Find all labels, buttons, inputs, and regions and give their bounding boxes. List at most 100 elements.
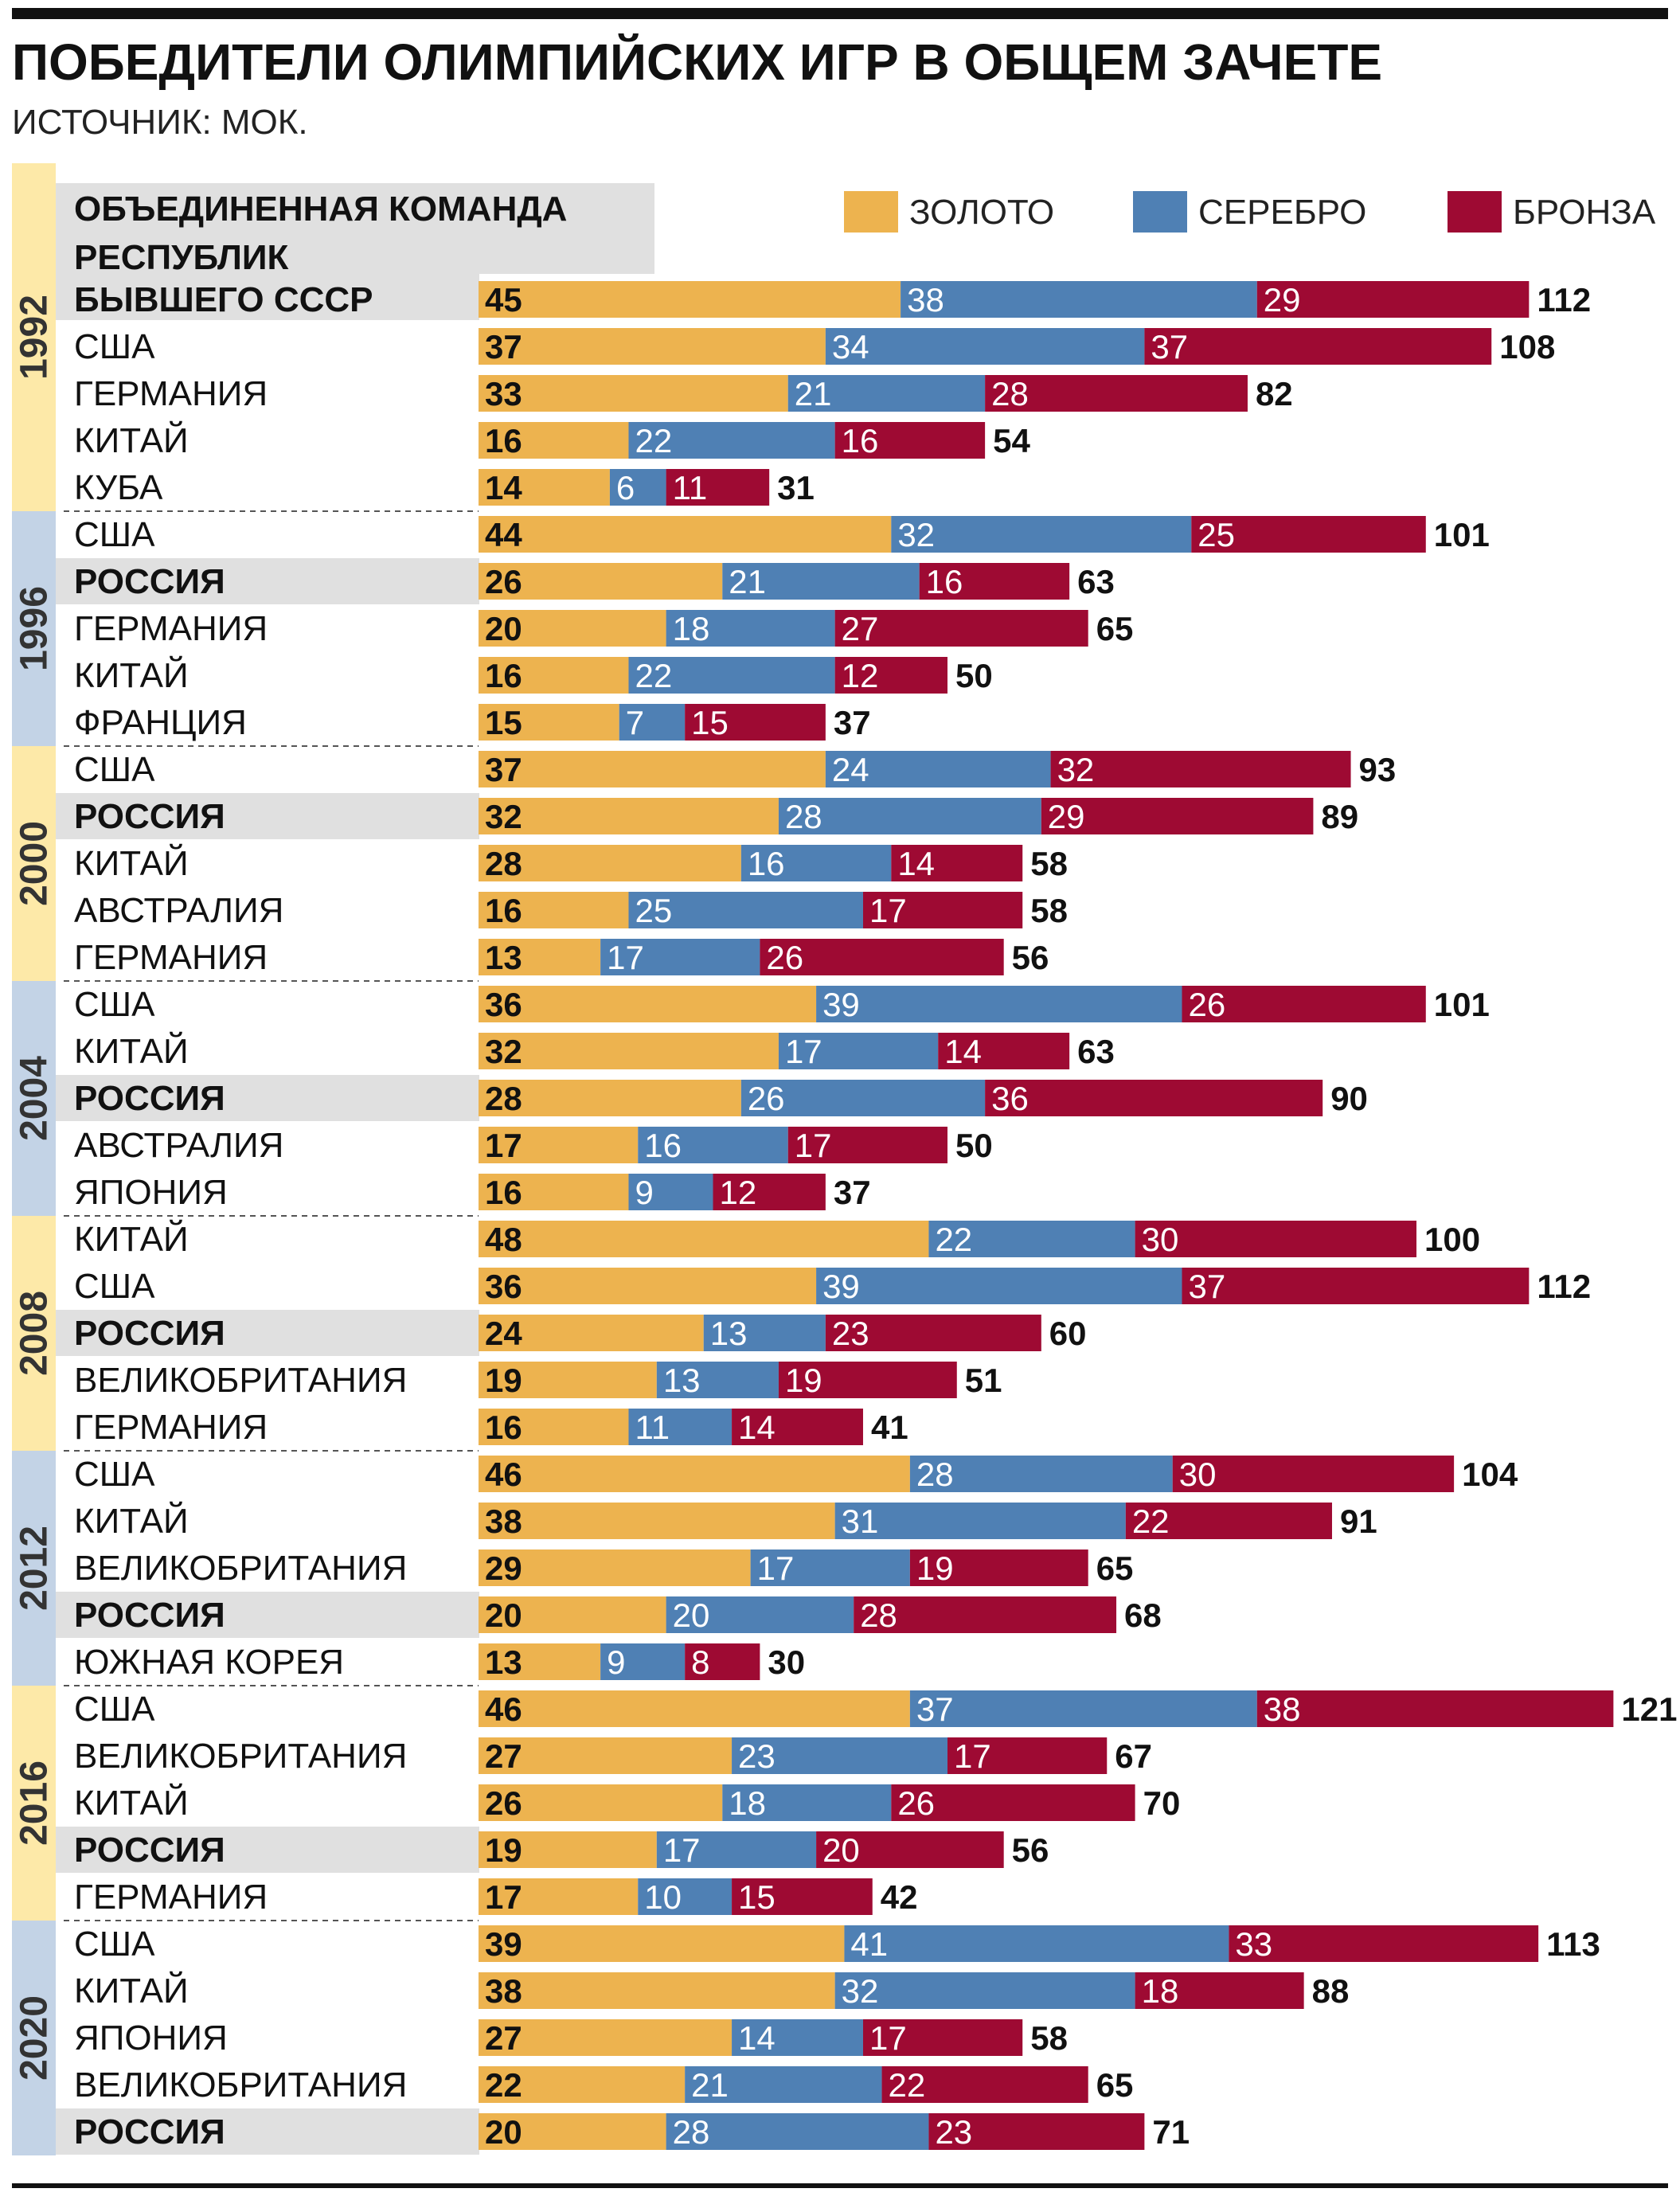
gold-bar-label: 32	[485, 1033, 522, 1070]
year-band	[12, 1216, 56, 1451]
gold-bar-label: 46	[485, 1456, 522, 1493]
gold-bar	[479, 1174, 629, 1210]
silver-bar	[609, 469, 666, 506]
gold-bar	[479, 1409, 629, 1445]
silver-bar	[656, 1831, 817, 1868]
bronze-bar-label: 28	[991, 375, 1029, 412]
bronze-bar	[1256, 281, 1530, 318]
gold-bar	[479, 422, 629, 459]
bronze-bar-label: 23	[832, 1315, 869, 1352]
country-label: РОССИЯ	[74, 1314, 225, 1353]
total-label: 89	[1321, 798, 1358, 835]
silver-bar-label: 16	[644, 1127, 682, 1164]
gold-bar	[479, 1596, 666, 1633]
year-label: 2004	[14, 1056, 56, 1141]
silver-bar	[600, 939, 760, 975]
silver-bar	[628, 657, 835, 694]
gold-bar-label: 16	[485, 892, 522, 929]
chart-title: ПОБЕДИТЕЛИ ОЛИМПИЙСКИХ ИГР В ОБЩЕМ ЗАЧЕТ…	[12, 33, 1382, 91]
silver-bar	[666, 610, 835, 647]
gold-bar-label: 27	[485, 2019, 522, 2057]
total-label: 93	[1359, 751, 1397, 788]
gold-bar	[479, 1315, 704, 1351]
gold-bar-label: 36	[485, 986, 522, 1023]
year-band	[12, 1451, 56, 1686]
silver-bar	[740, 845, 892, 881]
silver-bar-label: 21	[795, 375, 832, 412]
bronze-bar-label: 28	[860, 1596, 897, 1634]
bronze-bar-label: 14	[738, 1409, 776, 1446]
gold-bar	[479, 1878, 639, 1915]
bronze-bar	[947, 1737, 1108, 1774]
bronze-bar-label: 15	[738, 1878, 776, 1916]
silver-bar	[825, 328, 1145, 365]
bronze-bar-label: 22	[889, 2066, 926, 2104]
silver-bar	[901, 281, 1257, 318]
gold-bar	[479, 1503, 835, 1539]
country-label: КИТАЙ	[74, 1500, 189, 1541]
year-label: 2020	[14, 1995, 56, 2081]
silver-bar-label: 21	[691, 2066, 729, 2104]
silver-bar	[722, 1784, 892, 1821]
year-label: 1992	[14, 295, 56, 380]
bronze-bar	[685, 1643, 760, 1680]
country-label: США	[74, 515, 155, 554]
total-label: 90	[1330, 1080, 1368, 1117]
bronze-bar-label: 26	[897, 1784, 935, 1822]
silver-bar	[909, 1690, 1257, 1727]
bronze-bar-label: 19	[785, 1362, 822, 1399]
bronze-bar	[1182, 1268, 1530, 1304]
gold-bar-label: 16	[485, 422, 522, 459]
legend-swatch-3	[1448, 191, 1502, 233]
bronze-bar-label: 37	[1151, 328, 1188, 365]
bronze-bar	[891, 1784, 1135, 1821]
year-band	[12, 981, 56, 1216]
silver-bar-label: 39	[822, 986, 860, 1023]
gold-bar	[479, 986, 817, 1022]
year-band	[12, 1686, 56, 1921]
bronze-bar	[1191, 516, 1426, 553]
silver-bar	[891, 516, 1192, 553]
silver-bar-label: 32	[897, 516, 935, 553]
total-label: 101	[1434, 986, 1490, 1023]
silver-bar-label: 13	[663, 1362, 701, 1399]
total-label: 50	[955, 1127, 993, 1164]
gold-bar-label: 16	[485, 1174, 522, 1211]
total-label: 112	[1537, 1268, 1591, 1305]
total-label: 58	[1030, 2019, 1068, 2057]
total-label: 56	[1012, 939, 1049, 976]
country-label: ЮЖНАЯ КОРЕЯ	[74, 1643, 344, 1682]
silver-bar	[628, 422, 835, 459]
gold-bar-label: 14	[485, 469, 522, 506]
country-label: ЯПОНИЯ	[74, 2018, 228, 2058]
bronze-bar	[862, 2019, 1023, 2056]
year-band	[12, 1921, 56, 2155]
bronze-bar	[1229, 1925, 1539, 1962]
gold-bar-label: 15	[485, 704, 522, 741]
silver-bar-label: 28	[673, 2113, 710, 2151]
total-label: 82	[1256, 375, 1293, 412]
silver-bar	[638, 1878, 733, 1915]
silver-bar	[740, 1080, 986, 1116]
country-label: США	[74, 1690, 155, 1729]
total-label: 91	[1340, 1503, 1377, 1540]
silver-bar	[628, 1174, 713, 1210]
bronze-bar-label: 27	[842, 610, 879, 647]
silver-bar-label: 23	[738, 1737, 776, 1775]
total-label: 101	[1434, 516, 1490, 553]
bronze-bar	[938, 1033, 1070, 1069]
bronze-bar	[854, 1596, 1117, 1633]
total-label: 108	[1499, 328, 1555, 365]
gold-bar	[479, 375, 788, 412]
gold-bar-label: 20	[485, 2113, 522, 2151]
bronze-bar-label: 38	[1264, 1690, 1301, 1728]
total-label: 58	[1030, 845, 1068, 882]
silver-bar	[909, 1456, 1173, 1492]
silver-bar	[685, 2066, 882, 2103]
bronze-bar	[1144, 328, 1492, 365]
bronze-bar-label: 17	[954, 1737, 991, 1775]
country-label: ВЕЛИКОБРИТАНИЯ	[74, 1549, 407, 1588]
country-label: РОССИЯ	[74, 1831, 225, 1870]
bronze-bar-label: 17	[795, 1127, 832, 1164]
